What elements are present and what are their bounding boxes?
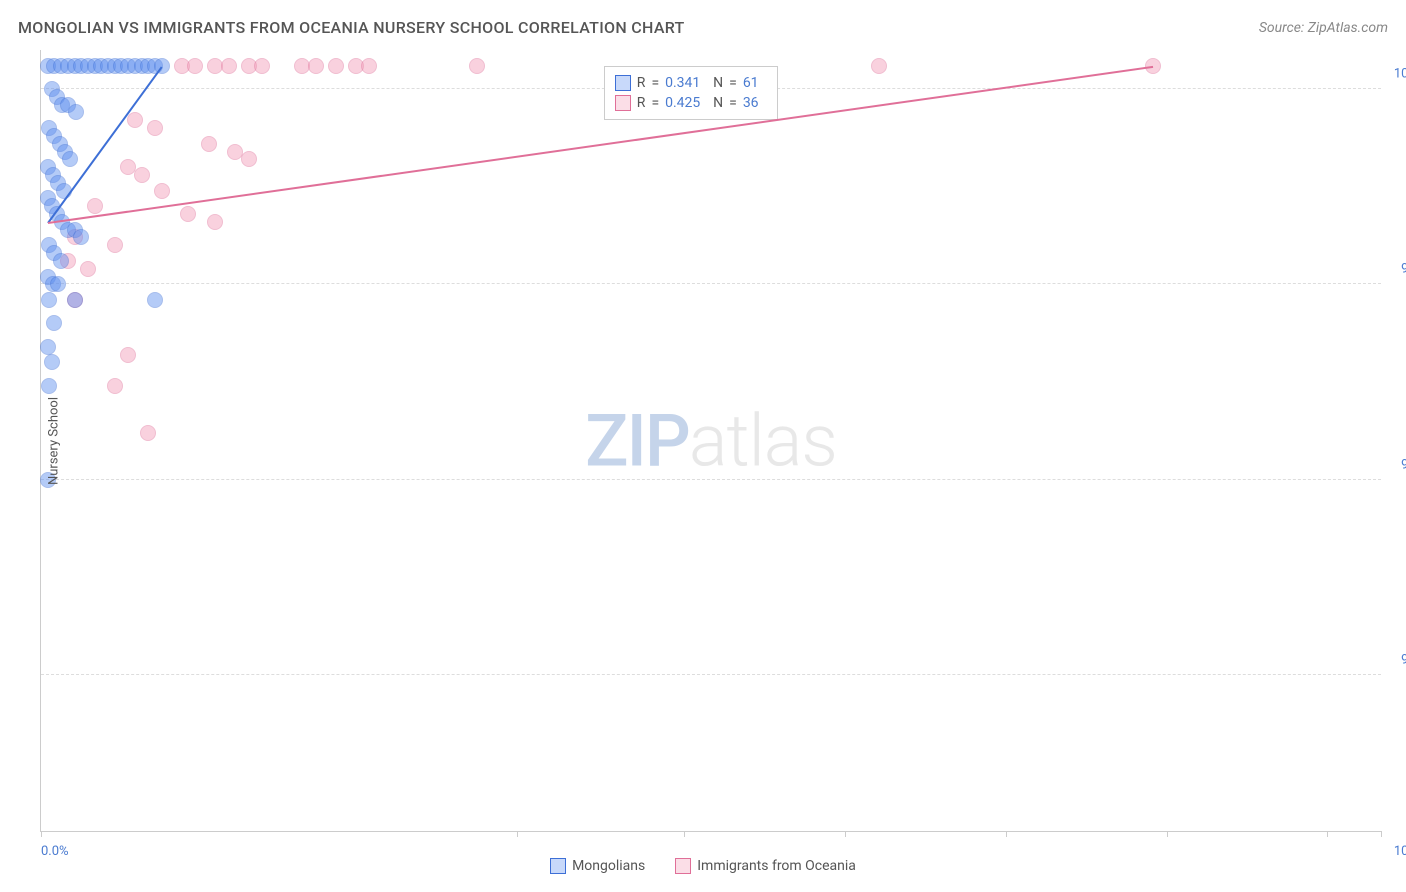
x-tick-mark [845, 831, 846, 837]
stat-r-value: 0.425 [665, 95, 707, 111]
scatter-point [41, 292, 57, 308]
scatter-point [201, 136, 217, 152]
y-axis-label: Nursery School [47, 397, 62, 485]
scatter-point [469, 58, 485, 74]
swatch-icon [615, 75, 631, 91]
scatter-point [254, 58, 270, 74]
scatter-point [147, 292, 163, 308]
scatter-point [68, 104, 84, 120]
scatter-point [62, 151, 78, 167]
scatter-point [871, 58, 887, 74]
scatter-point [241, 151, 257, 167]
y-tick-label: 92.5% [1401, 652, 1406, 667]
scatter-point [187, 58, 203, 74]
stat-eq: = [651, 95, 659, 111]
scatter-point [147, 120, 163, 136]
stat-eq: = [729, 75, 737, 91]
x-tick-mark [41, 831, 42, 837]
stats-box: R = 0.341 N = 61 R = 0.425 N = 36 [604, 66, 778, 120]
gridline [41, 479, 1381, 480]
stat-eq: = [651, 75, 659, 91]
swatch-icon [675, 858, 691, 874]
stats-row: R = 0.341 N = 61 [615, 73, 767, 93]
stat-r-value: 0.341 [665, 75, 707, 91]
legend-label: Immigrants from Oceania [697, 858, 856, 874]
chart-area: ZIPatlas 92.5%95.0%97.5%100.0%0.0%100.0%… [40, 50, 1381, 832]
scatter-point [44, 354, 60, 370]
source-attribution: Source: ZipAtlas.com [1259, 20, 1388, 36]
scatter-point [154, 183, 170, 199]
scatter-point [361, 58, 377, 74]
x-tick-label: 0.0% [41, 844, 69, 859]
swatch-icon [615, 95, 631, 111]
chart-title: MONGOLIAN VS IMMIGRANTS FROM OCEANIA NUR… [18, 18, 685, 37]
scatter-point [67, 292, 83, 308]
x-tick-mark [1167, 831, 1168, 837]
scatter-point [120, 347, 136, 363]
bottom-legend: Mongolians Immigrants from Oceania [0, 858, 1406, 874]
scatter-point [87, 198, 103, 214]
stat-n-label: N [713, 95, 723, 111]
x-tick-mark [517, 831, 518, 837]
scatter-point [46, 315, 62, 331]
gridline [41, 674, 1381, 675]
y-tick-label: 97.5% [1401, 262, 1406, 277]
stat-n-value: 36 [743, 95, 767, 111]
legend-item-mongolians: Mongolians [550, 858, 645, 874]
stat-r-label: R [637, 75, 646, 91]
stat-r-label: R [637, 95, 646, 111]
scatter-point [308, 58, 324, 74]
legend-label: Mongolians [572, 858, 645, 874]
scatter-point [41, 378, 57, 394]
stat-n-value: 61 [743, 75, 767, 91]
legend-item-oceania: Immigrants from Oceania [675, 858, 856, 874]
plot-region: ZIPatlas 92.5%95.0%97.5%100.0%0.0%100.0%… [40, 50, 1381, 832]
watermark: ZIPatlas [585, 398, 837, 483]
stats-row: R = 0.425 N = 36 [615, 93, 767, 113]
scatter-point [140, 425, 156, 441]
scatter-point [73, 229, 89, 245]
scatter-point [134, 167, 150, 183]
x-tick-mark [1327, 831, 1328, 837]
x-tick-mark [684, 831, 685, 837]
scatter-point [207, 214, 223, 230]
x-tick-mark [1381, 831, 1382, 837]
scatter-point [328, 58, 344, 74]
gridline [41, 283, 1381, 284]
scatter-point [107, 378, 123, 394]
stat-n-label: N [713, 75, 723, 91]
scatter-point [107, 237, 123, 253]
x-tick-mark [1006, 831, 1007, 837]
stat-eq: = [729, 95, 737, 111]
swatch-icon [550, 858, 566, 874]
y-tick-label: 100.0% [1394, 67, 1406, 82]
y-tick-label: 95.0% [1401, 457, 1406, 472]
scatter-point [50, 276, 66, 292]
scatter-point [180, 206, 196, 222]
scatter-point [221, 58, 237, 74]
scatter-point [40, 339, 56, 355]
scatter-point [53, 253, 69, 269]
scatter-point [80, 261, 96, 277]
x-tick-label: 100.0% [1394, 844, 1406, 859]
scatter-point [127, 112, 143, 128]
